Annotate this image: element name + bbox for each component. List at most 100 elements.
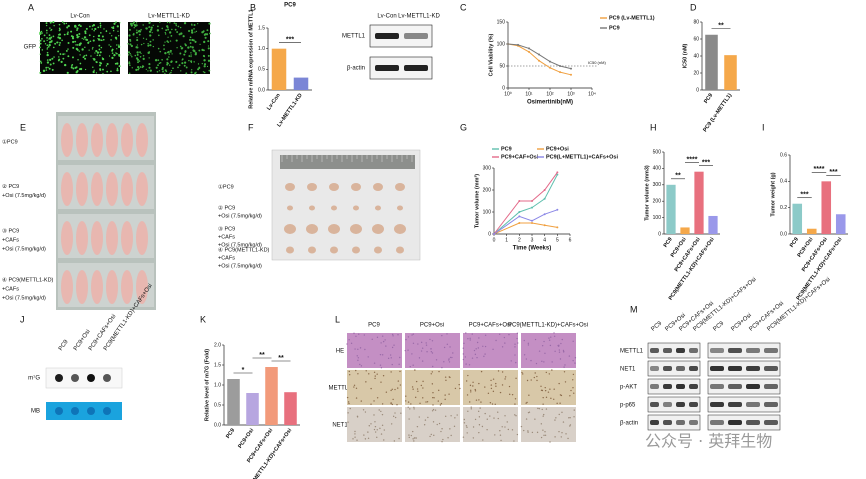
- nucleus: [465, 425, 468, 427]
- nucleus: [564, 364, 566, 366]
- nucleus: [572, 387, 574, 389]
- x-tick-label: 2: [518, 237, 521, 243]
- cell-dot: [158, 70, 161, 72]
- nucleus: [459, 387, 461, 390]
- nucleus: [444, 415, 447, 417]
- band: [375, 65, 399, 71]
- nucleus: [432, 404, 434, 406]
- cell-dot: [49, 21, 52, 24]
- y-tick-label: 20: [693, 70, 699, 76]
- tumor: [306, 224, 318, 234]
- label: +CAFs: [218, 255, 235, 261]
- nucleus: [381, 413, 384, 416]
- cell-dot: [92, 70, 95, 74]
- cell-dot: [84, 32, 87, 35]
- nucleus: [405, 395, 407, 397]
- nucleus: [391, 346, 394, 349]
- cell-dot: [74, 40, 77, 43]
- cell-dot: [137, 61, 139, 64]
- nucleus: [441, 334, 443, 337]
- label: β-actin: [620, 421, 638, 427]
- nucleus: [492, 378, 495, 380]
- cell-dot: [129, 28, 131, 31]
- bar: [708, 215, 718, 234]
- nucleus: [364, 411, 367, 413]
- cell-dot: [184, 50, 187, 53]
- sig-label: ***: [286, 37, 294, 44]
- cell-dot: [112, 27, 115, 30]
- y-tick-label: 0: [658, 231, 661, 237]
- cell-dot: [118, 65, 121, 68]
- cell-dot: [190, 29, 194, 32]
- cell-dot: [99, 51, 102, 54]
- dot: [55, 374, 63, 382]
- label: +Osi (7.5mg/kg/d): [2, 246, 46, 252]
- sig-label: ***: [800, 192, 808, 199]
- cell-dot: [194, 53, 197, 56]
- nucleus: [540, 436, 543, 439]
- point: [518, 215, 521, 218]
- nucleus: [373, 400, 375, 402]
- nucleus: [446, 343, 449, 345]
- cell-dot: [151, 32, 153, 34]
- nucleus: [471, 333, 473, 335]
- cell-dot: [130, 54, 132, 56]
- tissue-image: [347, 407, 402, 442]
- cell-dot: [47, 59, 49, 61]
- nucleus: [545, 396, 548, 399]
- cell-dot: [76, 34, 79, 37]
- nucleus: [391, 388, 393, 391]
- nucleus: [346, 343, 348, 345]
- nucleus: [560, 342, 562, 345]
- mouse: [121, 123, 133, 157]
- band: [650, 366, 659, 371]
- cell-dot: [81, 48, 84, 51]
- nucleus: [569, 424, 572, 426]
- cell-dot: [183, 53, 186, 56]
- cell-dot: [185, 66, 188, 69]
- nucleus: [432, 396, 434, 399]
- cell-dot: [45, 66, 48, 69]
- y-tick-label: 1.5: [258, 25, 265, 31]
- tumor: [395, 183, 405, 191]
- panel-letter: H: [650, 122, 657, 132]
- label: ③ PC9: [2, 227, 19, 234]
- nucleus: [534, 338, 537, 341]
- tumor: [287, 205, 293, 211]
- nucleus: [533, 376, 536, 379]
- nucleus: [542, 396, 544, 399]
- nucleus: [374, 377, 376, 380]
- tumor: [329, 183, 339, 191]
- cell-dot: [84, 30, 87, 33]
- mouse: [91, 270, 103, 304]
- nucleus: [376, 373, 378, 375]
- cell-dot: [74, 66, 77, 69]
- nucleus: [490, 384, 493, 386]
- nucleus: [380, 381, 382, 383]
- cell-dot: [184, 43, 186, 45]
- mouse: [91, 172, 103, 206]
- cell-dot: [207, 47, 210, 50]
- nucleus: [551, 361, 553, 363]
- cell-dot: [116, 48, 118, 50]
- cell-dot: [77, 58, 79, 61]
- nucleus: [348, 339, 350, 341]
- nucleus: [413, 440, 415, 442]
- cell-dot: [142, 54, 145, 57]
- cell-dot: [168, 56, 170, 58]
- cell-dot: [143, 42, 145, 45]
- nucleus: [394, 416, 397, 419]
- cell-dot: [77, 24, 80, 27]
- nucleus: [474, 418, 477, 421]
- nucleus: [393, 440, 396, 442]
- sig-label: **: [718, 23, 724, 30]
- nucleus: [562, 351, 565, 353]
- cell-dot: [170, 70, 173, 72]
- cell-dot: [105, 65, 108, 67]
- nucleus: [360, 365, 363, 367]
- tissue-image: [463, 407, 518, 442]
- cell-dot: [189, 36, 192, 39]
- nucleus: [413, 408, 415, 410]
- cell-dot: [84, 36, 87, 38]
- point: [556, 208, 559, 211]
